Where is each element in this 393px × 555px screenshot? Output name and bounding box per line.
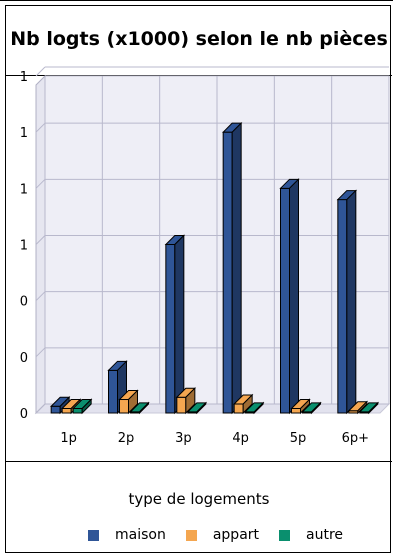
bar-chart: 0 0 0 1 1 1 1 1p 2p 3p 4p 5p 6p+	[20, 66, 391, 446]
bar-appart-3p	[175, 387, 197, 415]
legend-item-appart[interactable]: appart	[185, 527, 260, 543]
y-tick-label: 1	[20, 182, 28, 197]
x-tick-label: 5p	[290, 431, 307, 446]
bar-appart-6p+	[347, 400, 369, 415]
top-border	[0, 0, 393, 6]
y-tick-labels: 0 0 0 1 1 1 1	[20, 70, 28, 422]
legend-swatch-maison	[88, 529, 99, 541]
x-tick-labels: 1p 2p 3p 4p 5p 6p+	[60, 431, 369, 446]
bar-autre-1p	[71, 398, 93, 415]
bar-maison-5p	[279, 178, 300, 415]
y-tick-label: 1	[20, 239, 28, 254]
bar-appart-2p	[118, 389, 139, 415]
x-tick-label: 1p	[60, 431, 77, 446]
plot-divider	[6, 461, 392, 462]
gridlines	[34, 66, 391, 415]
legend-item-maison[interactable]: maison	[88, 527, 166, 543]
x-tick-label: 2p	[118, 431, 135, 446]
bar-autre-3p	[186, 401, 208, 415]
bar-appart-5p	[290, 398, 311, 415]
y-tick-label: 0	[20, 351, 28, 366]
legend: maison appart autre	[88, 523, 363, 547]
chart-title: Nb logts (x1000) selon le nb pièces	[10, 28, 388, 50]
bar-autre-4p	[243, 401, 265, 415]
y-tick-label: 0	[20, 295, 28, 310]
chart-frame: Nb logts (x1000) selon le nb pièces 0 0 0 1…	[5, 5, 392, 553]
legend-label-maison: maison	[115, 527, 166, 543]
x-axis-title: type de logements	[128, 490, 270, 508]
bar-appart-4p	[232, 393, 254, 415]
x-tick-label: 3p	[175, 431, 192, 446]
bar-autre-6p+	[358, 401, 380, 415]
x-tick-label: 4p	[232, 431, 249, 446]
bars	[49, 121, 380, 415]
bar-autre-2p	[129, 401, 150, 415]
legend-swatch-autre	[279, 529, 291, 541]
y-tick-label: 0	[20, 407, 28, 422]
bar-maison-4p	[221, 121, 243, 415]
legend-swatch-appart	[185, 529, 197, 541]
y-tick-label: 1	[20, 70, 28, 85]
y-tick-label: 1	[20, 126, 28, 141]
bar-maison-3p	[164, 234, 186, 415]
bar-autre-5p	[301, 401, 322, 415]
bar-maison-6p+	[336, 189, 358, 415]
legend-label-appart: appart	[212, 527, 260, 543]
legend-label-autre: autre	[306, 527, 344, 543]
legend-item-autre[interactable]: autre	[279, 527, 343, 543]
x-tick-label: 6p+	[342, 431, 369, 446]
